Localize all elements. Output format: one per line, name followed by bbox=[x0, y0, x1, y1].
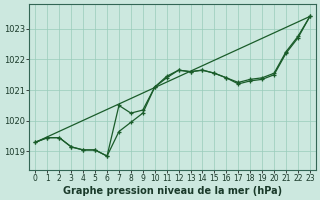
X-axis label: Graphe pression niveau de la mer (hPa): Graphe pression niveau de la mer (hPa) bbox=[63, 186, 282, 196]
